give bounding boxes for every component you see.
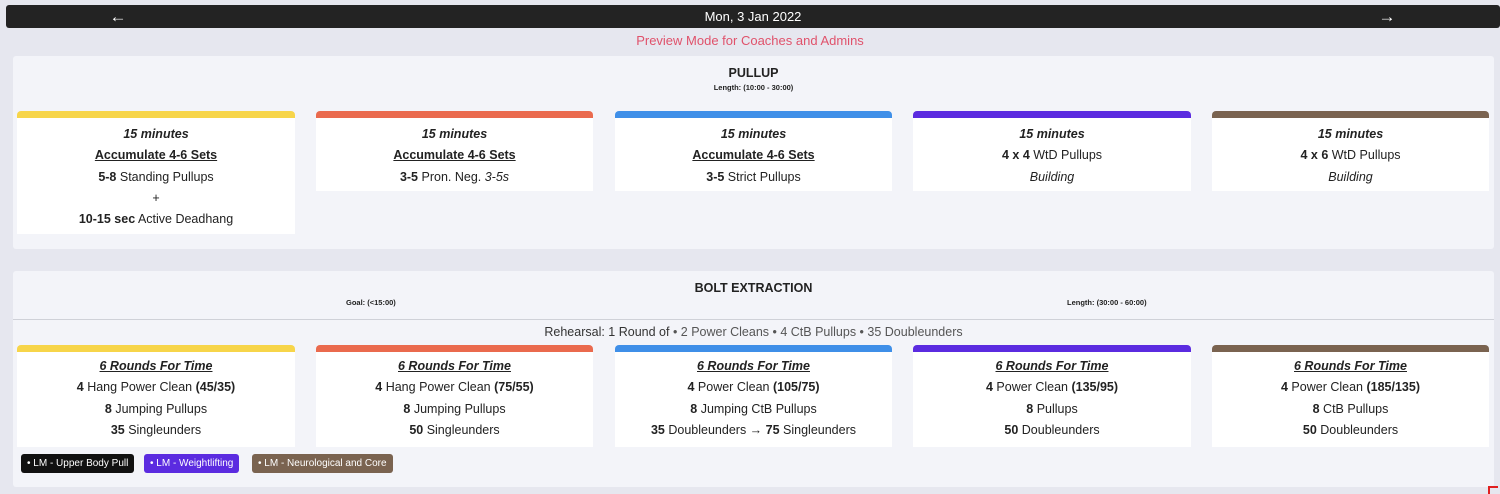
card-movement: 8 Pullups (1026, 401, 1078, 416)
level-card-2: 15 minutes Accumulate 4-6 Sets 3-5 Pron.… (316, 111, 593, 191)
card-movement: 35 Doubleunders → 75 Singleunders (650, 422, 857, 437)
current-date: Mon, 3 Jan 2022 (704, 9, 802, 24)
tag-weightlifting[interactable]: • LM - Weightlifting (144, 454, 240, 473)
card-movement: 4 x 6 WtD Pullups (1300, 148, 1401, 163)
level-card-4: 15 minutes 4 x 4 WtD Pullups Building (913, 111, 1191, 191)
section-goal: Goal: (<15:00) (346, 298, 396, 307)
card-movement: 35 Singleunders (110, 422, 202, 437)
card-movement: 50 Singleunders (409, 422, 500, 437)
card-scheme: Accumulate 4-6 Sets (94, 148, 218, 163)
bolt-extraction-section: BOLT EXTRACTION Goal: (<15:00) Length: (… (13, 271, 1494, 487)
card-note: Building (1029, 169, 1075, 184)
arrow-right-icon[interactable]: → (1378, 6, 1396, 26)
tag-upper-body-pull[interactable]: • LM - Upper Body Pull (21, 454, 135, 473)
card-scheme: Accumulate 4-6 Sets (692, 148, 815, 163)
resize-corner-marker (1488, 486, 1498, 494)
card-time: 15 minutes (1019, 127, 1085, 141)
card-scheme: 6 Rounds For Time (99, 359, 213, 373)
card-movement: 10-15 sec Active Deadhang (78, 212, 234, 227)
card-movement: 3-5 Pron. Neg. 3-5s (399, 169, 510, 184)
rehearsal-line: Rehearsal: 1 Round of • 2 Power Cleans •… (544, 325, 963, 339)
level-card-3: 15 minutes Accumulate 4-6 Sets 3-5 Stric… (615, 111, 892, 191)
section-length: Length: (10:00 - 30:00) (713, 83, 794, 92)
card-movement: 4 Hang Power Clean (45/35) (76, 380, 236, 395)
card-time: 15 minutes (1317, 127, 1384, 141)
date-navigation-bar: ← Mon, 3 Jan 2022 → (6, 5, 1500, 28)
card-movement: 4 Hang Power Clean (75/55) (375, 380, 534, 395)
section-title: BOLT EXTRACTION (694, 281, 813, 295)
card-time: 15 minutes (720, 127, 787, 141)
card-movement: 4 Power Clean (135/95) (985, 380, 1119, 395)
card-movement: 5-8 Standing Pullups (98, 169, 214, 184)
arrow-left-icon[interactable]: ← (109, 6, 127, 26)
section-divider (13, 319, 1494, 320)
card-scheme: 6 Rounds For Time (697, 359, 810, 373)
card-movement: 4 Power Clean (185/135) (1281, 380, 1420, 395)
card-scheme: 6 Rounds For Time (995, 359, 1109, 373)
card-movement: 4 Power Clean (105/75) (687, 380, 820, 395)
card-movement: 4 x 4 WtD Pullups (1001, 148, 1103, 163)
level-card-1: 6 Rounds For Time 4 Hang Power Clean (45… (17, 345, 295, 447)
card-scheme: Accumulate 4-6 Sets (393, 148, 516, 163)
card-plus: + (152, 190, 160, 205)
level-card-2: 6 Rounds For Time 4 Hang Power Clean (75… (316, 345, 593, 447)
card-scheme: 6 Rounds For Time (398, 359, 511, 373)
section-length: Length: (30:00 - 60:00) (1067, 298, 1147, 307)
card-movement: 8 Jumping Pullups (403, 401, 506, 416)
card-time: 15 minutes (421, 127, 488, 141)
pullup-section: PULLUP Length: (10:00 - 30:00) 15 minute… (13, 56, 1494, 249)
card-movement: 8 Jumping Pullups (104, 401, 208, 416)
card-movement: 8 Jumping CtB Pullups (690, 401, 817, 416)
level-card-1: 15 minutes Accumulate 4-6 Sets 5-8 Stand… (17, 111, 295, 234)
level-card-3: 6 Rounds For Time 4 Power Clean (105/75)… (615, 345, 892, 447)
card-time: 15 minutes (123, 127, 189, 141)
card-movement: 3-5 Strict Pullups (706, 169, 801, 184)
level-card-5: 6 Rounds For Time 4 Power Clean (185/135… (1212, 345, 1489, 447)
level-card-5: 15 minutes 4 x 6 WtD Pullups Building (1212, 111, 1489, 191)
card-scheme: 6 Rounds For Time (1294, 359, 1407, 373)
card-movement: 8 CtB Pullups (1312, 401, 1389, 416)
card-movement: 50 Doubleunders (1004, 422, 1100, 437)
level-card-4: 6 Rounds For Time 4 Power Clean (135/95)… (913, 345, 1191, 447)
card-note: Building (1328, 169, 1373, 184)
tag-neurological-and-core[interactable]: • LM - Neurological and Core (252, 454, 393, 473)
preview-mode-notice: Preview Mode for Coaches and Admins (636, 33, 864, 48)
card-movement: 50 Doubleunders (1302, 422, 1399, 437)
section-title: PULLUP (728, 66, 779, 80)
